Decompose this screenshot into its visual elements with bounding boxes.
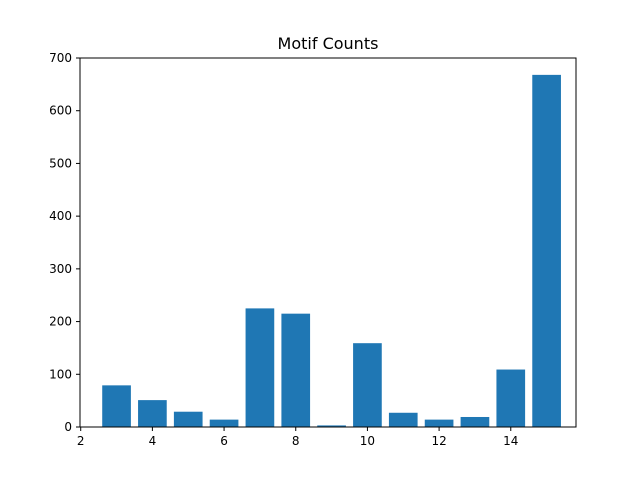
bar-13	[460, 416, 490, 427]
x-tick-label: 10	[360, 434, 375, 448]
x-tick-label: 2	[77, 434, 85, 448]
bar-3	[102, 385, 131, 427]
y-tick-label: 0	[64, 420, 72, 434]
bar-10	[353, 343, 382, 427]
bar-5	[173, 411, 203, 427]
bar-4	[138, 400, 167, 427]
x-tick-label: 12	[431, 434, 446, 448]
x-tick-label: 8	[292, 434, 300, 448]
bar-8	[281, 313, 311, 427]
plot-frame	[79, 57, 577, 428]
y-tick-label: 300	[49, 262, 72, 276]
bar-7	[245, 308, 275, 427]
bar-11	[388, 412, 418, 427]
y-tick-label: 200	[49, 315, 72, 329]
y-tick-label: 600	[49, 104, 72, 118]
bars-group	[102, 74, 561, 428]
y-tick-label: 500	[49, 156, 72, 170]
y-axis: 0 100 200 300 400 500 600 700	[49, 51, 80, 434]
x-tick-label: 14	[503, 434, 518, 448]
bar-9	[317, 425, 346, 427]
bar-6	[209, 419, 239, 427]
bar-15	[532, 74, 561, 428]
bar-14	[496, 369, 526, 427]
x-axis: 2 4 6 8 10 12 14	[77, 427, 518, 448]
x-tick-label: 4	[149, 434, 157, 448]
chart-title: Motif Counts	[278, 34, 379, 53]
bar-12	[424, 419, 454, 427]
y-tick-label: 700	[49, 51, 72, 65]
x-tick-label: 6	[220, 434, 228, 448]
y-tick-label: 400	[49, 209, 72, 223]
y-tick-label: 100	[49, 367, 72, 381]
